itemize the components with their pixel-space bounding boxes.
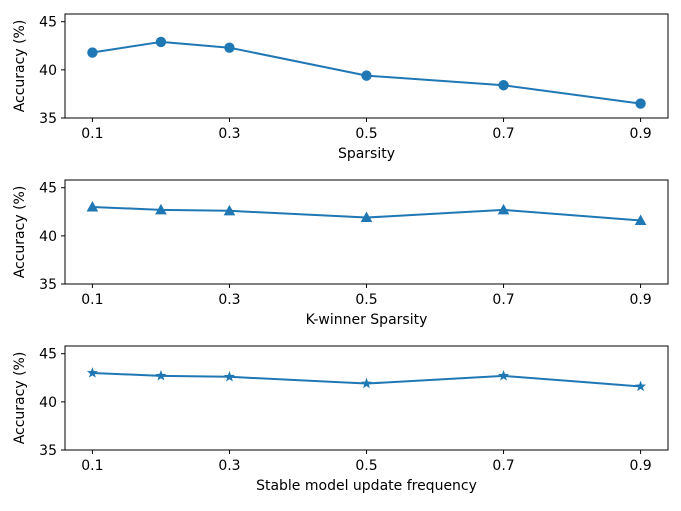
data-point-marker <box>86 200 99 212</box>
x-tick-label: 0.7 <box>492 458 514 474</box>
data-point-marker <box>635 380 647 392</box>
x-axis-label: Stable model update frequency <box>256 478 477 494</box>
x-tick-label: 0.9 <box>629 292 651 308</box>
y-tick-label: 40 <box>39 395 57 411</box>
data-point-marker <box>498 370 510 381</box>
x-tick-label: 0.9 <box>629 126 651 142</box>
x-tick-label: 0.3 <box>218 292 240 308</box>
y-tick-label: 40 <box>39 63 57 79</box>
x-tick-label: 0.5 <box>355 292 377 308</box>
series-line <box>92 205 641 222</box>
y-tick-label: 45 <box>39 347 57 363</box>
data-markers <box>87 36 646 109</box>
y-axis-label: Accuracy (%) <box>12 352 28 445</box>
x-tick-label: 0.3 <box>218 126 240 142</box>
x-tick-labels: 0.1 0.3 0.5 0.7 0.9 <box>81 126 651 142</box>
axis-ticks <box>61 187 642 288</box>
data-point-marker <box>634 214 647 225</box>
y-tick-label: 35 <box>39 111 57 127</box>
y-tick-labels: 35 40 45 <box>39 347 57 459</box>
data-point-marker <box>498 80 509 91</box>
panel-stable-model-update-frequency: 0.1 0.3 0.5 0.7 0.9 35 40 45 Stable mode… <box>12 345 669 494</box>
data-markers <box>86 200 647 225</box>
data-point-marker <box>497 203 510 215</box>
series-line <box>92 371 641 388</box>
panel-k-winner-sparsity: 0.1 0.3 0.5 0.7 0.9 35 40 45 K-winner Sp… <box>12 179 669 328</box>
x-tick-label: 0.1 <box>81 458 103 474</box>
data-markers <box>86 367 647 392</box>
x-tick-label: 0.1 <box>81 126 103 142</box>
y-tick-labels: 35 40 45 <box>39 181 57 293</box>
y-tick-label: 35 <box>39 277 57 293</box>
data-point-marker <box>155 203 167 215</box>
x-tick-label: 0.9 <box>629 458 651 474</box>
axis-ticks <box>61 21 642 122</box>
x-tick-label: 0.7 <box>492 292 514 308</box>
plot-frame <box>64 345 669 451</box>
y-tick-label: 40 <box>39 229 57 245</box>
plot-frame <box>64 179 669 285</box>
data-point-marker <box>223 371 235 382</box>
data-point-marker <box>223 204 236 216</box>
x-tick-label: 0.1 <box>81 292 103 308</box>
y-tick-label: 45 <box>39 15 57 31</box>
y-tick-label: 35 <box>39 443 57 459</box>
x-tick-labels: 0.1 0.3 0.5 0.7 0.9 <box>81 458 651 474</box>
plot-frame <box>64 13 669 119</box>
panel-sparsity: 0.1 0.3 0.5 0.7 0.9 35 40 45 Sparsity Ac… <box>12 13 669 162</box>
x-tick-label: 0.5 <box>355 458 377 474</box>
data-point-marker <box>635 98 646 109</box>
x-axis-label: Sparsity <box>338 146 395 162</box>
data-point-marker <box>360 211 373 223</box>
x-tick-labels: 0.1 0.3 0.5 0.7 0.9 <box>81 292 651 308</box>
y-tick-label: 45 <box>39 181 57 197</box>
data-point-marker <box>360 377 373 389</box>
y-axis-label: Accuracy (%) <box>12 186 28 279</box>
data-point-marker <box>155 36 167 48</box>
y-axis-label: Accuracy (%) <box>12 20 28 113</box>
x-tick-label: 0.5 <box>355 126 377 142</box>
series-line <box>92 40 641 105</box>
x-axis-label: K-winner Sparsity <box>306 312 428 328</box>
axis-ticks <box>61 353 642 454</box>
x-tick-label: 0.7 <box>492 126 514 142</box>
data-point-marker <box>155 370 167 381</box>
data-point-marker <box>86 367 98 378</box>
data-point-marker <box>224 42 235 53</box>
y-tick-labels: 35 40 45 <box>39 15 57 127</box>
data-point-marker <box>361 70 372 81</box>
data-point-marker <box>87 47 98 58</box>
x-tick-label: 0.3 <box>218 458 240 474</box>
